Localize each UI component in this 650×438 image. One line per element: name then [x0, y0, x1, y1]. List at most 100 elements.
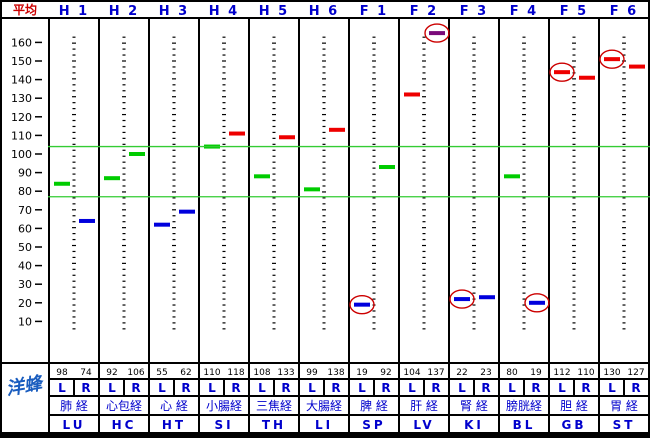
meridian-abbr: LI: [315, 418, 333, 432]
bar-h2-r: [129, 152, 145, 156]
channel-panel-h6: H 6: [300, 2, 348, 362]
meridian-name: 三焦経: [256, 399, 292, 413]
bar-f5-l: [554, 70, 570, 75]
channel-footer-h2: 92 106 L R 心包経 HC: [100, 364, 148, 432]
meridian-name: 小腸経: [206, 399, 242, 413]
bar-f1-l: [354, 302, 370, 307]
meridian-name: 胃 経: [610, 399, 638, 413]
bar-f6-l: [604, 57, 620, 62]
channel-footer-h6: 99 138 L R 大腸経 LI: [300, 364, 348, 432]
highlight-circle: [449, 289, 475, 309]
channel-code: F 2: [410, 4, 438, 19]
y-tick-label: 100: [11, 148, 32, 161]
meridian-name: 大腸経: [306, 399, 342, 413]
left-label: L: [308, 381, 316, 395]
channel-footer-f5: 112 110 L R 胆 経 GB: [550, 364, 598, 432]
highlight-circle: [424, 23, 450, 43]
channel-panel-f2: F 2: [400, 2, 450, 362]
meridian-name: 肺 経: [60, 399, 88, 413]
meridian-abbr: KI: [464, 418, 484, 432]
right-value: 19: [530, 368, 542, 378]
channel-code: H 1: [59, 4, 89, 19]
bar-h1-r: [79, 218, 95, 223]
channel-code: F 4: [510, 4, 538, 19]
y-tick-label: 20: [18, 297, 32, 310]
highlight-circle: [599, 49, 625, 69]
right-value: 106: [127, 368, 144, 378]
meridian-name: 腎 経: [460, 399, 488, 413]
y-tick-label: 10: [18, 315, 32, 328]
meridian-abbr: SP: [362, 418, 385, 432]
bar-h3-r: [179, 209, 195, 214]
y-tick-label: 160: [11, 36, 32, 49]
y-tick-label: 120: [11, 111, 32, 124]
y-tick-label: 40: [18, 260, 32, 273]
channel-footer-f3: 22 23 L R 腎 経 KI: [450, 364, 498, 432]
left-value: 19: [356, 368, 368, 378]
right-value: 127: [627, 368, 644, 378]
meridian-abbr: BL: [513, 418, 536, 432]
bar-f1-r: [379, 165, 395, 170]
channel-code: F 1: [360, 4, 388, 19]
channel-code: H 2: [109, 4, 139, 19]
right-label: R: [281, 381, 290, 395]
right-value: 74: [80, 368, 92, 378]
channel-footer-f2: 104 137 L R 肝 経 LV: [400, 364, 448, 432]
y-tick-label: 30: [18, 278, 32, 291]
bar-h6-r: [329, 127, 345, 132]
y-tick-label: 80: [18, 185, 32, 198]
right-value: 137: [427, 368, 444, 378]
y-tick-label: 60: [18, 222, 32, 235]
right-label: R: [131, 381, 140, 395]
bar-h2-l: [104, 176, 120, 181]
channel-panel-h3: H 3: [150, 2, 198, 362]
left-label: L: [258, 381, 266, 395]
bar-h5-l: [254, 174, 270, 179]
left-value: 108: [253, 368, 270, 378]
right-value: 62: [180, 368, 191, 378]
y-tick-label: 90: [18, 167, 32, 180]
y-axis: 160 150 140 130 120 110 100 90 80 70 60 50 40 30 20 10: [11, 36, 42, 328]
left-value: 130: [603, 368, 620, 378]
left-value: 112: [553, 368, 570, 378]
right-label: R: [431, 381, 440, 395]
channel-panel-f4: F 4: [500, 2, 550, 362]
bar-h3-l: [154, 222, 170, 227]
y-tick-label: 50: [18, 241, 32, 254]
left-value: 22: [456, 368, 467, 378]
left-label: L: [408, 381, 416, 395]
meridian-abbr: SI: [214, 418, 233, 432]
channel-panel-h4: H 4: [200, 2, 248, 362]
bar-f5-r: [579, 75, 595, 80]
left-value: 99: [306, 368, 318, 378]
bar-f4-r: [529, 300, 545, 305]
bar-f3-r: [479, 295, 495, 300]
right-label: R: [331, 381, 340, 395]
bar-h4-r: [229, 131, 245, 136]
right-value: 110: [577, 368, 594, 378]
y-tick-label: 70: [18, 204, 32, 217]
bar-f3-l: [454, 297, 470, 302]
meridian-abbr: LU: [63, 418, 86, 432]
bar-f4-l: [504, 174, 520, 179]
channel-panel-f5: F 5: [549, 2, 598, 362]
meridian-abbr: HT: [162, 418, 186, 432]
left-label: L: [58, 381, 66, 395]
channel-code: H 6: [309, 4, 339, 19]
bar-h1-l: [54, 181, 70, 186]
channel-code: H 5: [259, 4, 289, 19]
channel-footer-f1: 19 92 L R 脾 経 SP: [350, 364, 398, 432]
meridian-abbr: HC: [112, 418, 137, 432]
channel-panel-h2: H 2: [100, 2, 148, 362]
right-value: 118: [227, 368, 244, 378]
meridian-name: 心 経: [160, 399, 188, 413]
meridian-name: 肝 経: [410, 399, 438, 413]
reference-lines: [48, 145, 650, 198]
bar-f2-r: [429, 31, 445, 36]
left-value: 92: [106, 368, 117, 378]
channel-panel-f3: F 3: [449, 2, 498, 362]
meridian-name: 膀胱経: [506, 398, 542, 413]
channel-panel-f1: F 1: [349, 2, 398, 362]
corner-label: 平均: [13, 2, 37, 17]
